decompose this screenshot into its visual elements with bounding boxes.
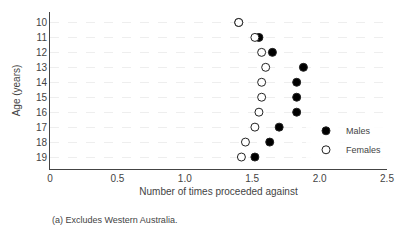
svg-text:Age (years): Age (years) xyxy=(11,65,22,117)
svg-text:1.0: 1.0 xyxy=(178,173,192,184)
svg-text:1.5: 1.5 xyxy=(245,173,259,184)
svg-text:Number of times proceeded agai: Number of times proceeded against xyxy=(139,186,298,197)
svg-text:(a) Excludes Western Australia: (a) Excludes Western Australia. xyxy=(52,215,177,225)
svg-text:17: 17 xyxy=(36,122,48,133)
svg-text:10: 10 xyxy=(36,17,48,28)
svg-text:15: 15 xyxy=(36,92,48,103)
svg-text:0.5: 0.5 xyxy=(110,173,124,184)
svg-text:Males: Males xyxy=(346,126,371,136)
svg-text:14: 14 xyxy=(36,77,48,88)
svg-text:12: 12 xyxy=(36,47,48,58)
svg-text:0: 0 xyxy=(47,173,53,184)
svg-text:18: 18 xyxy=(36,137,48,148)
svg-text:2.5: 2.5 xyxy=(380,173,394,184)
svg-text:16: 16 xyxy=(36,107,48,118)
svg-text:13: 13 xyxy=(36,62,48,73)
svg-text:19: 19 xyxy=(36,152,48,163)
svg-text:11: 11 xyxy=(37,32,48,43)
svg-text:2.0: 2.0 xyxy=(313,173,327,184)
svg-text:Females: Females xyxy=(346,145,381,155)
